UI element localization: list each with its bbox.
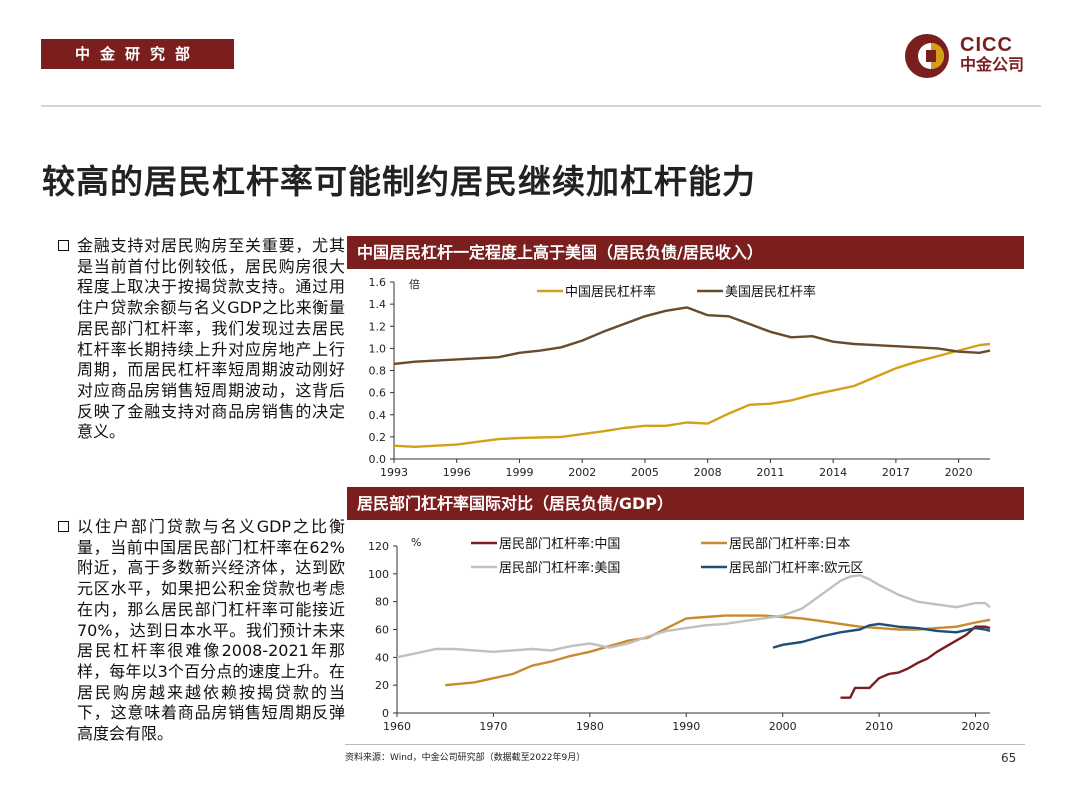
x-tick-label: 1993 bbox=[380, 466, 408, 479]
y-tick-label: 100 bbox=[368, 568, 389, 581]
y-tick-label: 0.4 bbox=[369, 409, 387, 422]
y-tick-label: 1.0 bbox=[369, 342, 387, 355]
y-tick-label: 0 bbox=[382, 707, 389, 720]
y-axis-unit-label: 倍 bbox=[409, 277, 420, 291]
bullet-square-icon bbox=[58, 240, 69, 251]
logo-english: CICC bbox=[960, 34, 1013, 56]
source-note: 资料来源：Wind，中金公司研究部（数据截至2022年9月） bbox=[345, 753, 586, 763]
x-tick-label: 1960 bbox=[383, 720, 411, 733]
y-tick-label: 20 bbox=[375, 679, 389, 692]
bullet-2-text: 以住户部门贷款与名义GDP之比衡量，当前中国居民部门杠杆率在62%附近，高于多数… bbox=[77, 517, 345, 744]
chart2-title: 居民部门杠杆率国际对比（居民负债/GDP） bbox=[347, 487, 1024, 520]
y-tick-label: 0.2 bbox=[369, 431, 387, 444]
x-tick-label: 1999 bbox=[505, 466, 533, 479]
y-axis-unit-label: % bbox=[411, 536, 421, 549]
page-title: 较高的居民杠杆率可能制约居民继续加杠杆能力 bbox=[42, 162, 756, 201]
series-line-1 bbox=[393, 306, 991, 366]
x-tick-label: 2011 bbox=[756, 466, 784, 479]
bullet-1: 金融支持对居民购房至关重要，尤其是当前首付比例较低，居民购房很大程度上取决于按揭… bbox=[58, 236, 345, 443]
page-number: 65 bbox=[1001, 751, 1017, 765]
bullet-1-text: 金融支持对居民购房至关重要，尤其是当前首付比例较低，居民购房很大程度上取决于按揭… bbox=[77, 236, 345, 442]
bullet-2: 以住户部门贷款与名义GDP之比衡量，当前中国居民部门杠杆率在62%附近，高于多数… bbox=[58, 517, 345, 745]
chart2-leverage-international: 0 20 40 60 80 100 120 1960 1970 1980 1990 2000 2010 2… bbox=[368, 536, 991, 733]
x-tick-label: 2020 bbox=[962, 720, 990, 733]
legend-label-2: 居民部门杠杆率:美国 bbox=[499, 560, 620, 576]
series-line-2 bbox=[396, 574, 991, 659]
legend-label-1: 居民部门杠杆率:日本 bbox=[729, 536, 850, 552]
logo-chinese: 中金公司 bbox=[960, 57, 1025, 74]
y-tick-label: 120 bbox=[368, 540, 389, 553]
y-tick-label: 40 bbox=[375, 651, 389, 664]
x-tick-label: 2010 bbox=[865, 720, 893, 733]
x-tick-label: 2002 bbox=[568, 466, 596, 479]
chart1-leverage-vs-income: 0.0 0.2 0.4 0.6 0.8 1.0 1.2 1.4 1.6 1993 1996 1999 2… bbox=[369, 276, 991, 479]
legend-label-0: 中国居民杠杆率 bbox=[565, 284, 656, 300]
x-tick-label: 2020 bbox=[945, 466, 973, 479]
x-tick-label: 1996 bbox=[443, 466, 471, 479]
legend-label-1: 美国居民杠杆率 bbox=[725, 284, 816, 300]
y-tick-label: 1.6 bbox=[369, 276, 387, 289]
y-tick-label: 1.2 bbox=[369, 320, 387, 333]
x-tick-label: 2005 bbox=[631, 466, 659, 479]
x-tick-label: 2000 bbox=[769, 720, 797, 733]
y-tick-label: 80 bbox=[375, 596, 389, 609]
y-tick-label: 0.8 bbox=[369, 365, 387, 378]
x-tick-label: 1990 bbox=[672, 720, 700, 733]
bullet-square-icon bbox=[58, 521, 69, 532]
x-tick-label: 1980 bbox=[576, 720, 604, 733]
y-tick-label: 0.0 bbox=[369, 453, 387, 466]
department-tag: 中金研究部 bbox=[41, 39, 234, 69]
x-tick-label: 2014 bbox=[819, 466, 847, 479]
legend-label-0: 居民部门杠杆率:中国 bbox=[499, 536, 620, 552]
cicc-logo-icon bbox=[905, 34, 949, 78]
y-tick-label: 1.4 bbox=[369, 298, 387, 311]
x-tick-label: 2017 bbox=[882, 466, 910, 479]
y-tick-label: 60 bbox=[375, 624, 389, 637]
header-divider bbox=[41, 105, 1041, 107]
chart1-title: 中国居民杠杆一定程度上高于美国（居民负债/居民收入） bbox=[347, 236, 1024, 269]
series-line-0 bbox=[393, 342, 991, 448]
x-tick-label: 1970 bbox=[479, 720, 507, 733]
footer-divider bbox=[345, 744, 1025, 745]
x-tick-label: 2008 bbox=[694, 466, 722, 479]
legend-label-3: 居民部门杠杆率:欧元区 bbox=[729, 560, 863, 576]
y-tick-label: 0.6 bbox=[369, 387, 387, 400]
logo-wordmark: CICC 中金公司 bbox=[960, 34, 1024, 76]
series-line-0 bbox=[840, 625, 991, 699]
